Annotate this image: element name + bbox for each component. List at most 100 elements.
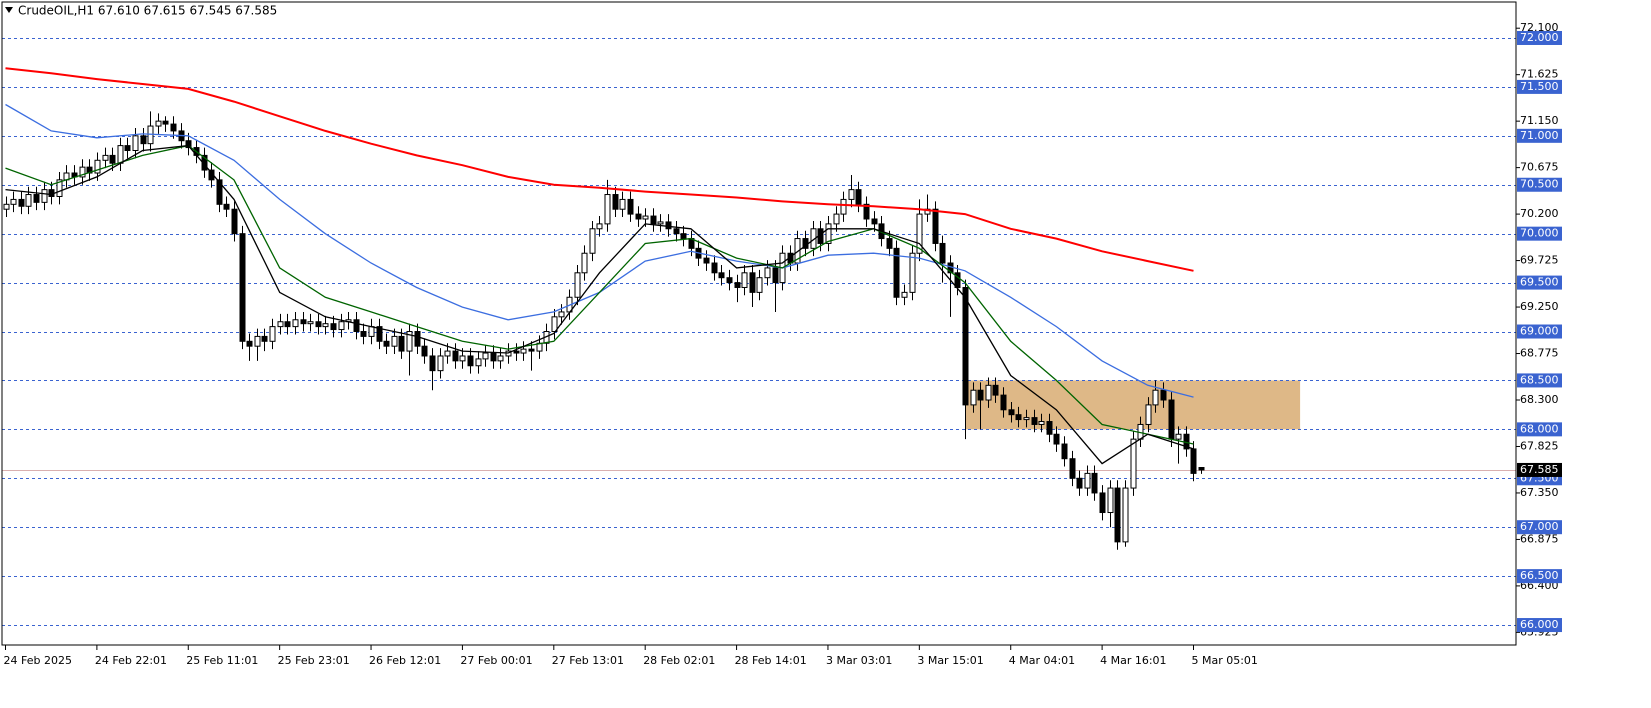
last-price-label: 67.585 [1520,463,1559,476]
level-label: 72.000 [1520,31,1559,44]
candle-body [360,331,367,337]
y-tick-label: 66.875 [1520,532,1559,545]
candle-body [1198,467,1205,471]
candle-body [703,257,710,264]
level-label: 69.500 [1520,276,1559,289]
candle-body [1015,414,1022,421]
candle-body [482,352,489,360]
candle-body [330,323,337,331]
menu-arrow[interactable] [5,7,13,13]
candle-body [893,247,900,298]
candle-body [1114,487,1121,543]
candle-body [764,267,771,279]
x-tick-label: 5 Mar 05:01 [1191,654,1257,667]
level-label-box [1517,30,1562,45]
y-tick-label: 68.775 [1520,347,1559,360]
candle-body [734,282,741,288]
candle-body [368,326,375,337]
candle-body [985,384,992,401]
plot [2,38,1516,626]
last-price-box [1517,462,1562,477]
candle-body [1122,487,1129,543]
candle-body [41,189,48,203]
candle-body [627,198,634,215]
candle-body [292,319,299,328]
candle-body [581,252,588,274]
plot-frame [1,1,1517,646]
candle-body [825,223,832,244]
x-tick-label: 27 Feb 13:01 [552,654,624,667]
candle-body [520,348,527,354]
y-tick-label: 72.100 [1520,21,1559,34]
candle-body [376,326,383,342]
candle-body [109,154,116,164]
candle-body [916,213,923,254]
candle-body [970,389,977,406]
candle-body [650,215,657,225]
candle-body [231,208,238,235]
candle-body [162,120,169,125]
candle-body [855,189,862,205]
x-tick-label: 27 Feb 00:01 [460,654,532,667]
level-label-box [1517,422,1562,437]
candle-body [977,389,984,401]
candle-body [1084,472,1091,489]
chart-title: CrudeOIL,H1 67.610 67.615 67.545 67.585 [18,4,277,18]
candle-body [1175,433,1182,440]
candle-body [642,215,649,220]
candle-body [25,194,32,207]
candle-body [992,384,999,396]
candle-body [315,321,322,328]
candle-body [117,145,124,164]
level-label-box [1517,177,1562,192]
candle-body [140,135,147,145]
candle-body [216,179,223,205]
candle-body [1000,394,1007,411]
candle-body [1008,409,1015,416]
candle-body [772,267,779,284]
level-label-box [1517,618,1562,633]
candle-body [1152,389,1159,406]
x-tick-label: 28 Feb 02:01 [643,654,715,667]
candle-body [1190,448,1197,474]
level-label: 66.500 [1520,569,1559,582]
y-tick-label: 69.725 [1520,254,1559,267]
candle-body [429,355,436,372]
candle-body [452,350,459,362]
candle-body [589,228,596,254]
level-label: 69.000 [1520,325,1559,338]
candle-body [246,340,253,347]
level-label-box [1517,569,1562,584]
candle-body [962,286,969,406]
candle-body [635,213,642,220]
candle-body [848,189,855,200]
candle-body [871,218,878,225]
candle-body [574,272,581,298]
level-label: 70.500 [1520,178,1559,191]
candle-body [756,277,763,293]
candle-body [269,326,276,342]
candle-body [284,321,291,328]
candle-body [353,319,360,333]
y-tick-label: 71.150 [1520,114,1559,127]
candle-body [437,355,444,372]
candle-body [1160,389,1167,401]
level-label: 71.500 [1520,80,1559,93]
candle-body [612,194,619,210]
candle-body [665,221,672,230]
candle-body [421,345,428,357]
candle-body [1069,458,1076,479]
candle-body [596,223,603,230]
candle-body [277,321,284,328]
moving-average [5,144,1194,465]
y-tick-label: 67.825 [1520,439,1559,452]
level-label-box [1517,324,1562,339]
candle-body [1145,404,1152,425]
candle-body [56,179,63,197]
y-tick-label: 68.300 [1520,393,1559,406]
x-tick-label: 24 Feb 22:01 [95,654,167,667]
candle-body [1038,421,1045,425]
candle-body [132,135,139,152]
